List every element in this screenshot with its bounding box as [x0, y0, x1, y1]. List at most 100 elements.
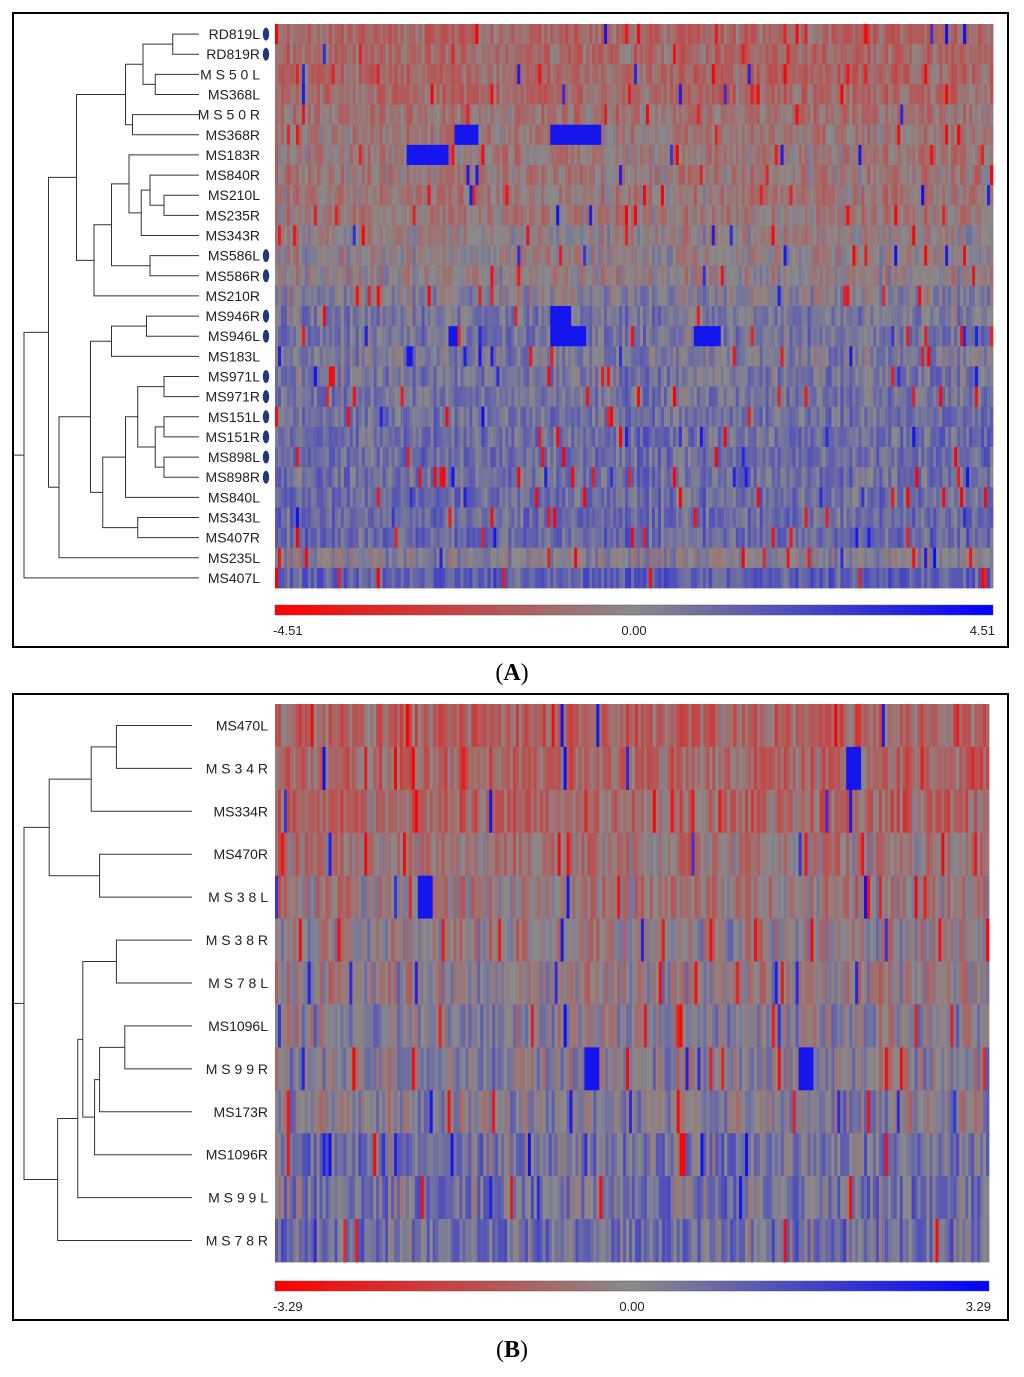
heatmap-cell	[283, 406, 288, 428]
heatmap-cell	[819, 165, 823, 186]
heatmap-cell	[972, 124, 976, 146]
heatmap-cell	[376, 245, 381, 267]
heatmap-row	[275, 205, 994, 226]
heatmap-cell	[882, 285, 886, 307]
heatmap-cell	[789, 346, 793, 367]
heatmap-cell	[505, 326, 509, 347]
heatmap-cell	[807, 185, 811, 206]
heatmap-cell	[951, 326, 955, 347]
heatmap-cell	[915, 225, 919, 246]
heatmap-cell	[654, 144, 659, 166]
heatmap-cell	[421, 24, 425, 45]
heatmap-cell	[906, 44, 910, 65]
heatmap-cell	[735, 426, 740, 448]
heatmap-cell	[331, 225, 336, 246]
heatmap-cell	[975, 225, 979, 246]
heatmap-cell	[930, 406, 934, 428]
heatmap-cell	[583, 64, 587, 85]
heatmap-cell	[625, 24, 629, 45]
heatmap-cell	[771, 386, 776, 408]
heatmap-cell	[669, 426, 674, 448]
heatmap-cell	[520, 44, 524, 65]
heatmap-cell	[346, 24, 351, 45]
heatmap-panel-a: RD819L RD819R M S 5 0 L MS368L M S 5 0 R MS36…	[12, 12, 1009, 648]
heatmap-cell	[529, 265, 533, 287]
heatmap-cell	[639, 386, 644, 408]
heatmap-cell	[445, 406, 449, 428]
heatmap-cell	[598, 124, 602, 146]
heatmap-cell	[636, 386, 641, 408]
heatmap-cell	[421, 225, 425, 246]
heatmap-cell	[864, 24, 868, 45]
heatmap-cell	[403, 366, 408, 387]
heatmap-cell	[622, 426, 626, 448]
heatmap-cell	[406, 44, 411, 65]
heatmap-cell	[553, 104, 557, 126]
heatmap-cell	[292, 245, 297, 267]
heatmap-cell	[849, 185, 853, 206]
heatmap-cell	[628, 44, 632, 65]
heatmap-cell	[924, 205, 928, 226]
heatmap-cell	[807, 406, 811, 428]
heatmap-cell	[837, 24, 841, 45]
heatmap-cell	[702, 406, 707, 428]
heatmap-cell	[672, 205, 677, 226]
heatmap-cell	[397, 64, 402, 85]
heatmap-cell	[487, 426, 491, 448]
heatmap-cell	[535, 205, 539, 226]
heatmap-cell	[972, 306, 976, 327]
heatmap-cell	[346, 326, 351, 347]
heatmap-cell	[939, 245, 943, 267]
heatmap-cell	[960, 326, 964, 347]
heatmap-cell	[918, 406, 922, 428]
heatmap-cell	[427, 44, 431, 65]
heatmap-cell	[675, 84, 680, 105]
heatmap-cell	[463, 366, 467, 387]
heatmap-cell	[403, 285, 408, 307]
heatmap-cell	[903, 386, 907, 408]
heatmap-cell	[595, 165, 599, 186]
heatmap-cell	[771, 366, 776, 387]
heatmap-cell	[547, 346, 551, 367]
heatmap-cell	[870, 44, 874, 65]
heatmap-cell	[924, 265, 928, 287]
heatmap-cell	[634, 104, 638, 126]
heatmap-cell	[684, 346, 689, 367]
heatmap-cell	[840, 326, 844, 347]
heatmap-cell	[553, 144, 557, 166]
heatmap-cell	[391, 185, 396, 206]
heatmap-cell	[831, 165, 835, 186]
heatmap-cell	[642, 265, 647, 287]
heatmap-cell	[508, 185, 512, 206]
heatmap-cell	[744, 326, 749, 347]
heatmap-cell	[301, 24, 306, 45]
heatmap-cell	[460, 326, 464, 347]
heatmap-cell	[445, 24, 449, 45]
heatmap-cell	[376, 326, 381, 347]
heatmap-cell	[975, 24, 979, 45]
heatmap-cell	[565, 124, 569, 146]
heatmap-cell	[316, 84, 321, 105]
heatmap-cell	[286, 285, 291, 307]
heatmap-cell	[283, 386, 288, 408]
heatmap-cell	[732, 346, 737, 367]
heatmap-cell	[436, 366, 440, 387]
heatmap-cell	[376, 346, 381, 367]
heatmap-cell	[804, 306, 808, 327]
heatmap-cell	[406, 165, 411, 186]
heatmap-cell	[289, 386, 294, 408]
heatmap-cell	[445, 326, 449, 347]
heatmap-cell	[343, 406, 348, 428]
heatmap-cell	[870, 104, 874, 126]
heatmap-cell	[307, 366, 312, 387]
heatmap-cell	[846, 406, 850, 428]
heatmap-cell	[744, 144, 749, 166]
heatmap-cell	[397, 44, 402, 65]
heatmap-cell	[421, 144, 425, 166]
heatmap-cell	[376, 406, 381, 428]
heatmap-cell	[577, 104, 581, 126]
heatmap-cell	[298, 84, 303, 105]
heatmap-cell	[592, 165, 596, 186]
heatmap-cell	[900, 326, 904, 347]
heatmap-cell	[945, 326, 949, 347]
